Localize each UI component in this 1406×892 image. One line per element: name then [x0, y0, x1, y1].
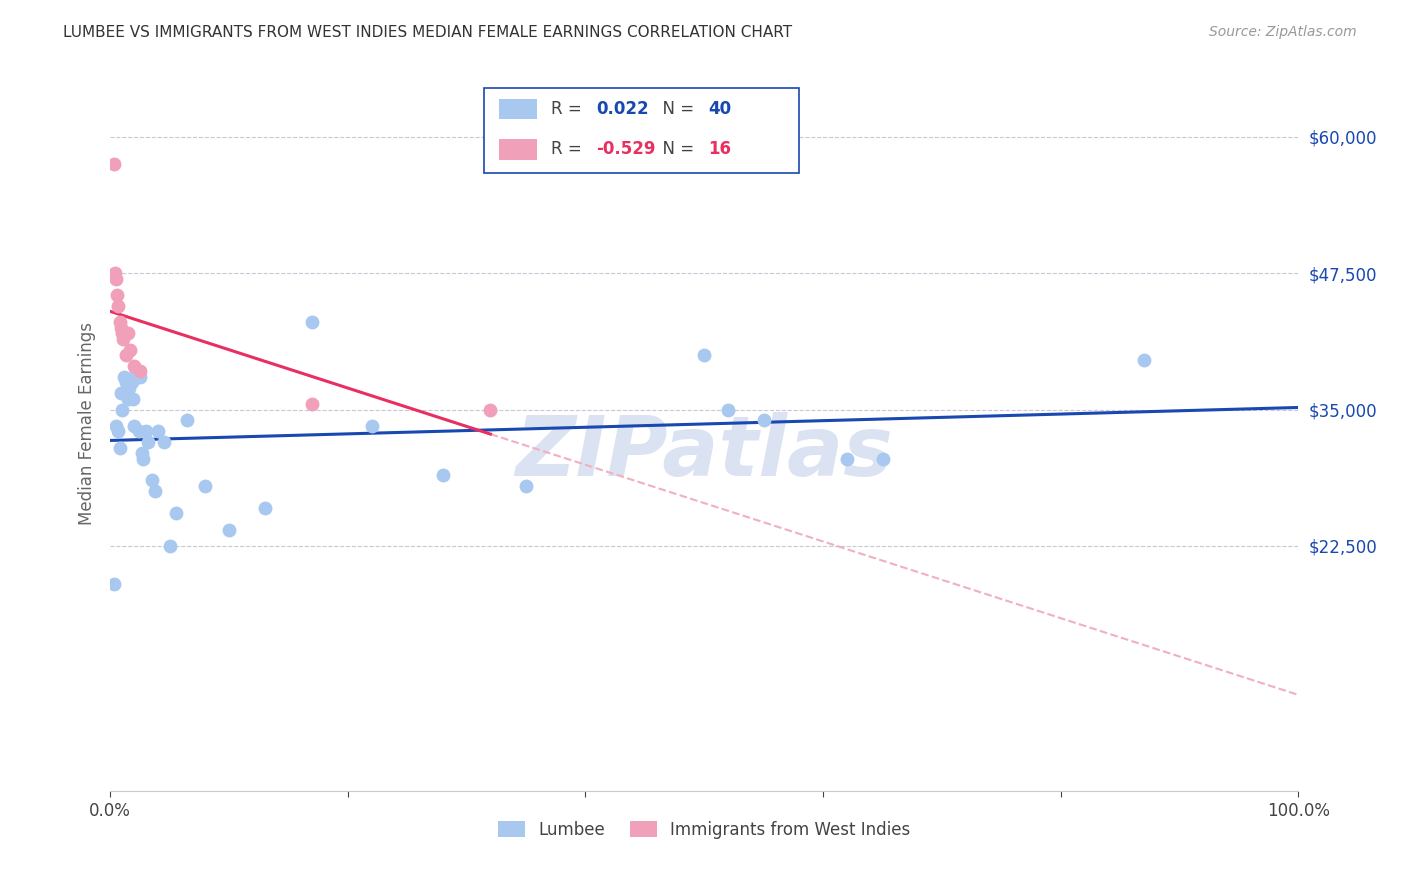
- Text: R =: R =: [551, 140, 588, 159]
- FancyBboxPatch shape: [499, 99, 537, 120]
- Point: [107, 299, 129, 313]
- Point: [107, 425, 129, 439]
- Point: [117, 392, 139, 406]
- Point: [515, 479, 537, 493]
- Point: [253, 500, 276, 515]
- Point: [121, 392, 143, 406]
- Text: 40: 40: [707, 100, 731, 118]
- Point: [360, 419, 382, 434]
- Point: [121, 376, 143, 390]
- Point: [114, 348, 136, 362]
- Point: [146, 425, 169, 439]
- Text: N =: N =: [652, 140, 699, 159]
- Point: [479, 402, 502, 417]
- Point: [111, 326, 134, 341]
- Point: [112, 369, 135, 384]
- Text: R =: R =: [551, 100, 588, 118]
- Point: [301, 397, 323, 411]
- Point: [128, 369, 150, 384]
- Point: [872, 451, 894, 466]
- Point: [131, 446, 153, 460]
- Point: [108, 315, 131, 329]
- Text: ZIPatlas: ZIPatlas: [516, 412, 893, 493]
- Point: [143, 484, 166, 499]
- Point: [152, 435, 174, 450]
- Point: [835, 451, 858, 466]
- Point: [110, 386, 132, 401]
- Point: [103, 577, 125, 591]
- Point: [122, 359, 145, 373]
- Point: [117, 326, 139, 341]
- Point: [128, 425, 150, 439]
- Point: [105, 288, 128, 302]
- Point: [104, 266, 127, 280]
- Point: [717, 402, 740, 417]
- Point: [176, 413, 198, 427]
- Point: [120, 343, 142, 357]
- Point: [111, 402, 134, 417]
- Point: [110, 320, 132, 334]
- Point: [125, 364, 148, 378]
- Text: -0.529: -0.529: [596, 140, 655, 159]
- Text: N =: N =: [652, 100, 699, 118]
- Point: [693, 348, 716, 362]
- Point: [218, 523, 240, 537]
- Point: [301, 315, 323, 329]
- Point: [136, 435, 159, 450]
- Point: [108, 441, 131, 455]
- FancyBboxPatch shape: [499, 139, 537, 160]
- Legend: Lumbee, Immigrants from West Indies: Lumbee, Immigrants from West Indies: [492, 814, 917, 846]
- Point: [105, 419, 128, 434]
- Point: [112, 332, 135, 346]
- Point: [752, 413, 775, 427]
- Point: [128, 364, 150, 378]
- Text: LUMBEE VS IMMIGRANTS FROM WEST INDIES MEDIAN FEMALE EARNINGS CORRELATION CHART: LUMBEE VS IMMIGRANTS FROM WEST INDIES ME…: [63, 25, 793, 40]
- Point: [122, 419, 145, 434]
- Point: [1133, 353, 1156, 368]
- Y-axis label: Median Female Earnings: Median Female Earnings: [79, 322, 96, 524]
- Text: Source: ZipAtlas.com: Source: ZipAtlas.com: [1209, 25, 1357, 39]
- Point: [132, 451, 155, 466]
- Point: [105, 271, 128, 285]
- Point: [135, 425, 157, 439]
- Point: [165, 506, 187, 520]
- Point: [141, 474, 163, 488]
- Point: [114, 376, 136, 390]
- Point: [103, 157, 125, 171]
- Point: [194, 479, 217, 493]
- Point: [159, 539, 181, 553]
- FancyBboxPatch shape: [485, 88, 800, 173]
- Text: 0.022: 0.022: [596, 100, 648, 118]
- Text: 16: 16: [707, 140, 731, 159]
- Point: [432, 468, 454, 483]
- Point: [118, 381, 141, 395]
